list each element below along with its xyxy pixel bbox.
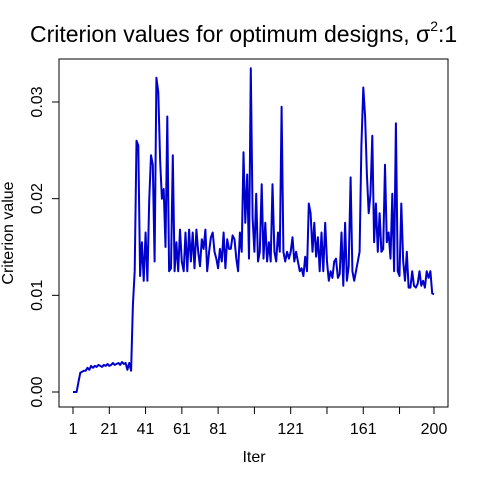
y-axis: 0.00 0.01 0.02 0.03 xyxy=(29,86,60,408)
x-tick-label: 41 xyxy=(137,421,155,438)
series-line xyxy=(73,67,435,393)
chart-title: Criterion values for optimum designs, σ2… xyxy=(30,18,457,47)
x-tick-label: 21 xyxy=(100,421,118,438)
chart-title-suffix: :1 xyxy=(438,21,457,47)
y-tick-label: 0.02 xyxy=(29,183,46,214)
x-tick-label: 81 xyxy=(209,421,227,438)
y-tick-label: 0.01 xyxy=(29,280,46,311)
x-tick-label: 161 xyxy=(350,421,377,438)
y-tick-label: 0.03 xyxy=(29,86,46,117)
x-tick-label: 121 xyxy=(277,421,304,438)
x-axis-title: Iter xyxy=(242,449,266,466)
chart-title-superscript: 2 xyxy=(430,18,438,34)
x-axis: 1 21 41 61 81 121 161 200 xyxy=(69,406,448,438)
y-axis-title: Criterion value xyxy=(0,181,17,284)
chart-title-text: Criterion values for optimum designs, σ xyxy=(30,21,430,47)
x-tick-label: 1 xyxy=(69,421,78,438)
y-tick-label: 0.00 xyxy=(29,376,46,407)
x-tick-label: 200 xyxy=(421,421,448,438)
x-tick-label: 61 xyxy=(173,421,191,438)
